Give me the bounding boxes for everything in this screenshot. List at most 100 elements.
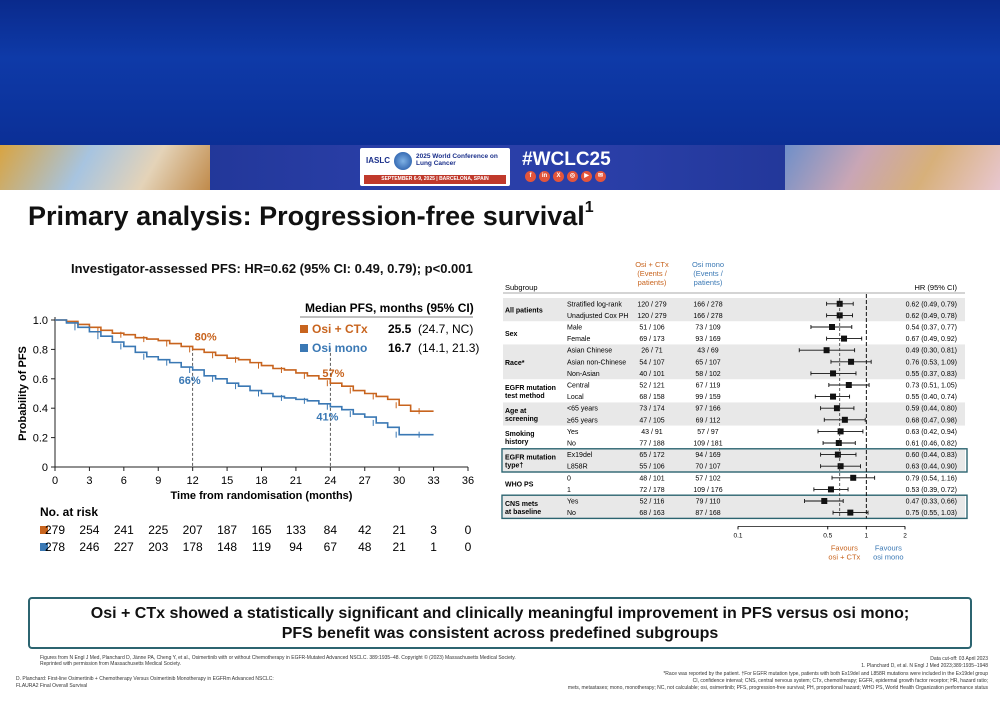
group-highlight-box — [501, 494, 968, 520]
footnote-trial: FLAURA2 Final Overall Survival — [16, 683, 88, 689]
at-risk-value: 3 — [430, 523, 437, 537]
slide-subtitle: Investigator-assessed PFS: HR=0.62 (95% … — [71, 261, 473, 276]
legend-name: Osi mono — [312, 341, 367, 355]
conference-title: 2025 World Conference on Lung Cancer — [416, 153, 498, 167]
row-ctx: 26 / 71 — [641, 348, 663, 355]
footnote-abbrev-2: mets, metastases; mono, monotherapy; NC,… — [567, 685, 988, 691]
row-name: ≥65 years — [567, 417, 598, 424]
row-name: Local — [567, 394, 584, 401]
row-ctx: 72 / 178 — [639, 487, 664, 494]
y-tick-label: 0 — [42, 462, 48, 474]
banner-photo-left — [0, 145, 210, 190]
landmark-annotation: 41% — [316, 412, 338, 424]
youtube-icon[interactable]: ▶ — [581, 171, 592, 182]
legend-swatch — [300, 325, 308, 333]
row-ctx: 43 / 91 — [641, 429, 663, 436]
linkedin-icon[interactable]: in — [539, 171, 550, 182]
at-risk-value: 203 — [148, 540, 168, 554]
row-hr-text: 0.55 (0.37, 0.83) — [906, 371, 957, 378]
osi-ctx-curve — [55, 319, 434, 412]
row-mono: 87 / 168 — [695, 510, 720, 517]
conference-dates: SEPTEMBER 6-9, 2025 | BARCELONA, SPAIN — [364, 175, 506, 184]
at-risk-value: 67 — [324, 540, 338, 554]
row-mono: 99 / 159 — [695, 394, 720, 401]
header-ctx: Osi + CTx — [635, 260, 669, 269]
at-risk-value: 178 — [183, 540, 203, 554]
header-mono-sub2: patients) — [694, 278, 723, 287]
row-mono: 109 / 181 — [693, 441, 722, 448]
row-mono: 70 / 107 — [695, 464, 720, 471]
hr-point — [833, 405, 840, 412]
row-hr-text: 0.68 (0.47, 0.98) — [906, 417, 957, 424]
row-mono: 69 / 112 — [696, 417, 721, 424]
y-tick-label: 0.6 — [33, 374, 48, 386]
row-ctx: 73 / 174 — [639, 406, 664, 413]
summary-line-2: PFS benefit was consistent across predef… — [281, 625, 719, 642]
hr-point — [847, 509, 854, 516]
x-tick-label: 30 — [393, 475, 405, 487]
wechat-icon[interactable]: ✉ — [595, 171, 606, 182]
at-risk-value: 48 — [358, 540, 372, 554]
row-mono: 43 / 69 — [697, 348, 719, 355]
row-hr-text: 0.61 (0.46, 0.82) — [906, 441, 957, 448]
hr-point — [835, 440, 842, 446]
x-tick-label: 33 — [427, 475, 439, 487]
hr-point — [850, 474, 857, 481]
group-label: WHO PS — [505, 482, 534, 489]
slide-title: Primary analysis: Progression-free survi… — [28, 199, 594, 232]
row-name: Ex19del — [567, 452, 593, 459]
row-hr-text: 0.55 (0.40, 0.74) — [906, 394, 957, 401]
x-tick-label: 9 — [155, 475, 161, 487]
group-label: Age at — [505, 408, 527, 415]
row-ctx: 52 / 121 — [639, 383, 664, 390]
km-chart: 00.20.40.60.81.00 3 6 9 12 15 18 21 24 27 30 33 36Pr… — [17, 301, 479, 554]
legend-swatch — [300, 344, 308, 352]
row-hr-text: 0.75 (0.55, 1.03) — [906, 510, 957, 517]
footnote-permission: Reprinted with permission from Massachus… — [40, 661, 182, 667]
social-icons: f in X ◎ ▶ ✉ — [525, 171, 606, 182]
row-ctx: 47 / 105 — [639, 417, 664, 424]
forest-x-tick-label: 1 — [865, 532, 869, 539]
favours-right-2: osi mono — [873, 552, 903, 561]
row-mono: 67 / 119 — [696, 383, 721, 390]
row-ctx: 54 / 107 — [639, 359, 664, 366]
x-icon[interactable]: X — [553, 171, 564, 182]
at-risk-value: 187 — [217, 523, 237, 537]
group-label: CNS mets — [505, 501, 538, 508]
row-name: Female — [567, 336, 590, 343]
row-hr-text: 0.63 (0.44, 0.90) — [906, 464, 957, 471]
y-tick-label: 0.4 — [33, 403, 48, 415]
x-tick-label: 36 — [462, 475, 474, 487]
at-risk-value: 0 — [465, 523, 472, 537]
row-hr-text: 0.79 (0.54, 1.16) — [906, 475, 957, 482]
row-mono: 57 / 97 — [697, 429, 719, 436]
row-mono: 57 / 102 — [695, 475, 720, 482]
banner-photo-right — [785, 145, 1000, 190]
summary-line-1: Osi + CTx showed a statistically signifi… — [90, 605, 910, 622]
at-risk-value: 1 — [430, 540, 437, 554]
x-tick-label: 18 — [255, 475, 267, 487]
header-mono-sub: (Events / — [693, 269, 724, 278]
hr-point — [848, 358, 855, 365]
group-label: Sex — [505, 331, 518, 338]
slide-title-text: Primary analysis: Progression-free survi… — [28, 201, 585, 231]
row-hr-text: 0.49 (0.30, 0.81) — [906, 348, 957, 355]
row-name: Stratified log-rank — [567, 301, 622, 308]
at-risk-value: 165 — [251, 523, 271, 537]
favours-right: Favours — [875, 543, 902, 552]
hr-point — [827, 486, 834, 493]
favours-left-2: osi + CTx — [828, 552, 860, 561]
hr-point — [830, 370, 837, 377]
group-highlight-box — [501, 448, 968, 473]
row-name: Yes — [567, 499, 579, 506]
instagram-icon[interactable]: ◎ — [567, 171, 578, 182]
row-ctx: 77 / 188 — [639, 441, 664, 448]
header-subgroup: Subgroup — [505, 283, 538, 292]
x-tick-label: 27 — [359, 475, 371, 487]
row-name: <65 years — [567, 406, 598, 413]
at-risk-label: No. at risk — [40, 505, 98, 519]
facebook-icon[interactable]: f — [525, 171, 536, 182]
globe-icon — [394, 152, 412, 170]
row-ctx: 68 / 158 — [639, 394, 664, 401]
